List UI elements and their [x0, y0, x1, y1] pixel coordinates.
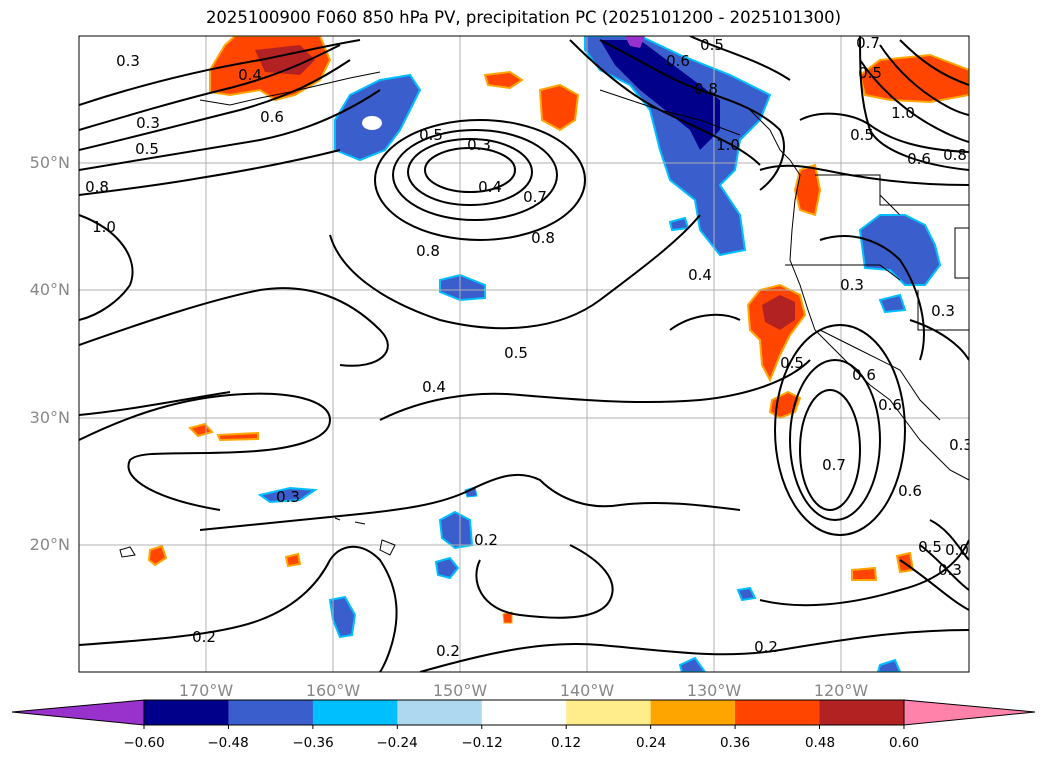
lon-label-150w: 150°W: [432, 681, 488, 700]
contour-label: 0.7: [523, 188, 547, 206]
lat-label-30n: 30°N: [29, 408, 70, 427]
colorbar-cell: [397, 700, 483, 725]
contour-label: 1.0: [891, 104, 915, 122]
colorbar-tick-label: 0.12: [550, 735, 582, 751]
colorbar-cell: [819, 700, 905, 725]
colorbar-cell: [735, 700, 821, 725]
contour-label: 0.8: [85, 178, 109, 196]
contour-label: 0.3: [467, 136, 491, 154]
contour-label: 0.2: [192, 628, 216, 646]
map-title: 2025100900 F060 850 hPa PV, precipitatio…: [205, 8, 842, 27]
colorbar-extend-low: [11, 699, 145, 726]
contour-label: 0.3: [938, 561, 962, 579]
negative-anomaly-gulf-alaska: [584, 36, 772, 257]
contour-label: 0.3: [116, 52, 140, 70]
contour-label: 0.3: [931, 302, 955, 320]
contour-label: 0.2: [436, 642, 460, 660]
colorbar-tick-label: −0.24: [376, 735, 418, 751]
coastlines: [119, 71, 969, 558]
colorbar-tick-label: 0.36: [719, 735, 751, 751]
lon-label-170w: 170°W: [178, 681, 234, 700]
colorbar-tick-label: −0.60: [123, 735, 165, 751]
contour-label: 0.7: [856, 34, 880, 52]
contour-label: 0.6: [898, 482, 922, 500]
lat-label-20n: 20°N: [29, 535, 70, 554]
contour-label: 0.5: [135, 140, 159, 158]
colorbar: [11, 699, 1036, 729]
contour-label: 0.8: [531, 229, 555, 247]
contour-label: 0.0: [945, 541, 969, 559]
contour-label: 0.6: [666, 52, 690, 70]
colorbar-tick-label: 0.60: [888, 735, 920, 751]
colorbar-extend-high: [903, 699, 1036, 726]
colorbar-cell: [650, 700, 736, 725]
contour-label: 0.5: [419, 126, 443, 144]
contour-label: 0.5: [850, 126, 874, 144]
colorbar-cell: [228, 700, 314, 725]
lon-label-130w: 130°W: [686, 681, 742, 700]
colorbar-tick-label: −0.12: [461, 735, 503, 751]
contour-labels: 0.30.40.60.30.50.81.00.50.30.40.70.80.80…: [85, 34, 973, 660]
contour-label: 0.4: [422, 378, 446, 396]
contour-label: 0.6: [852, 366, 876, 384]
colorbar-tick-label: 0.24: [635, 735, 667, 751]
contour-label: 0.5: [504, 344, 528, 362]
lon-label-120w: 120°W: [813, 681, 869, 700]
contour-label: 0.4: [238, 66, 262, 84]
contour-label: 0.3: [276, 488, 300, 506]
contour-label: 0.5: [858, 64, 882, 82]
contour-label: 0.2: [754, 638, 778, 656]
contour-label: 0.8: [943, 146, 967, 164]
plot-frame: [78, 35, 970, 673]
lon-label-160w: 160°W: [305, 681, 361, 700]
colorbar-tick-label: −0.48: [207, 735, 249, 751]
colorbar-cell: [566, 700, 652, 725]
contour-label: 0.2: [474, 531, 498, 549]
contour-label: 0.5: [780, 354, 804, 372]
plot-area: [79, 36, 969, 672]
contour-label: 0.5: [700, 36, 724, 54]
gridlines: [79, 36, 969, 672]
colorbar-tick-label: −0.36: [292, 735, 334, 751]
pv-contours: [79, 36, 969, 672]
contour-label: 0.4: [478, 178, 502, 196]
contour-label: 0.3: [949, 436, 973, 454]
lat-label-50n: 50°N: [29, 153, 70, 172]
contour-label: 0.5: [918, 538, 942, 556]
contour-label: 0.6: [878, 396, 902, 414]
colorbar-cell: [481, 700, 567, 725]
contour-label: 0.8: [416, 242, 440, 260]
colorbar-cell: [144, 700, 229, 725]
contour-label: 1.0: [716, 136, 740, 154]
contour-label: 1.0: [92, 218, 116, 236]
contour-label: 0.6: [260, 108, 284, 126]
colorbar-tick-label: 0.48: [804, 735, 836, 751]
contour-label: 0.7: [822, 456, 846, 474]
lat-label-40n: 40°N: [29, 280, 70, 299]
contour-label: 0.6: [907, 150, 931, 168]
lon-label-140w: 140°W: [559, 681, 615, 700]
contour-label: 0.3: [136, 114, 160, 132]
contour-label: 0.3: [840, 276, 864, 294]
colorbar-cell: [312, 700, 398, 725]
contour-label: 0.8: [694, 80, 718, 98]
contour-label: 0.4: [688, 266, 712, 284]
